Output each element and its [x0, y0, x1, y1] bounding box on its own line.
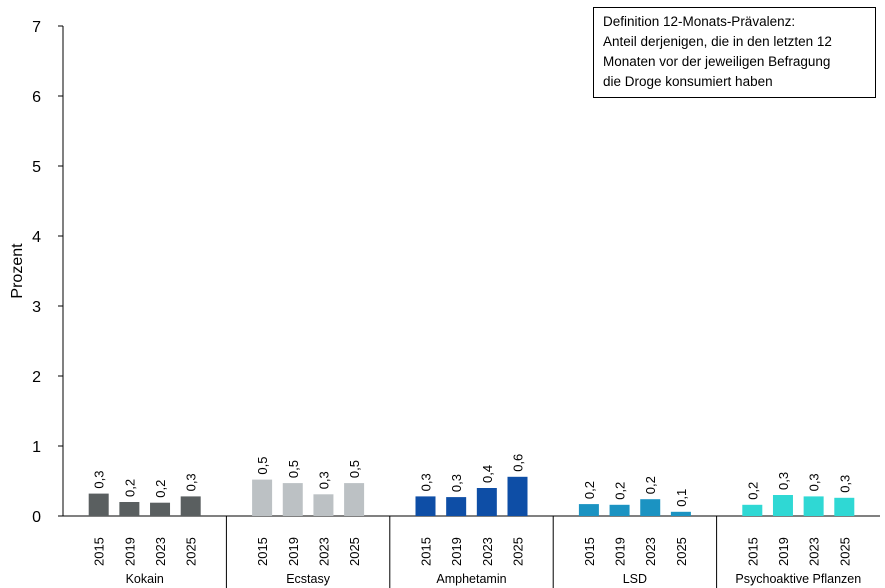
annotation-line: Definition 12-Monats-Prävalenz:	[603, 14, 796, 29]
value-label: 0,3	[449, 474, 464, 492]
value-label: 0,4	[480, 465, 495, 483]
category-label: Ecstasy	[286, 572, 331, 586]
value-label: 0,3	[92, 471, 107, 489]
y-tick-label: 3	[32, 299, 41, 316]
year-label: 2025	[184, 537, 199, 566]
bar	[803, 496, 824, 516]
value-label: 0,3	[837, 475, 852, 493]
value-label: 0,3	[776, 472, 791, 490]
bar	[507, 476, 528, 516]
y-tick-label: 5	[32, 159, 41, 176]
category-label: Psychoaktive Pflanzen	[735, 572, 861, 586]
y-axis-label: Prozent	[9, 243, 26, 299]
bar	[344, 483, 365, 516]
value-label: 0,3	[419, 473, 434, 491]
value-label: 0,2	[153, 480, 168, 498]
value-label: 0,1	[674, 489, 689, 507]
year-label: 2015	[92, 537, 107, 566]
year-label: 2019	[776, 537, 791, 566]
category-label: LSD	[623, 572, 647, 586]
year-label: 2025	[347, 537, 362, 566]
y-tick-label: 0	[32, 509, 41, 526]
value-label: 0,5	[286, 460, 301, 478]
bar	[772, 495, 793, 516]
value-label: 0,2	[122, 479, 137, 497]
value-label: 0,2	[643, 476, 658, 494]
year-label: 2019	[286, 537, 301, 566]
value-label: 0,2	[745, 482, 760, 500]
value-label: 0,3	[316, 471, 331, 489]
year-label: 2015	[255, 537, 270, 566]
bar	[88, 493, 109, 516]
year-label: 2023	[807, 537, 822, 566]
bar	[446, 497, 467, 516]
bar	[578, 504, 599, 516]
y-tick-label: 7	[32, 19, 41, 36]
bar	[609, 504, 630, 516]
bar	[742, 504, 763, 516]
bar	[313, 494, 334, 516]
y-tick-label: 1	[32, 439, 41, 456]
bar	[415, 496, 436, 516]
annotation-line: Monaten vor der jeweiligen Befragung	[603, 54, 831, 69]
category-label: Kokain	[126, 572, 164, 586]
category-label: Amphetamin	[436, 572, 506, 586]
bar	[282, 483, 303, 516]
year-label: 2025	[511, 537, 526, 566]
bar	[119, 502, 140, 516]
y-tick-label: 2	[32, 369, 41, 386]
bar	[670, 511, 691, 516]
value-label: 0,5	[347, 460, 362, 478]
value-label: 0,6	[511, 454, 526, 472]
bar	[180, 496, 201, 516]
year-label: 2023	[480, 537, 495, 566]
annotation-line: Anteil derjenigen, die in den letzten 12	[603, 34, 832, 49]
y-tick-label: 6	[32, 89, 41, 106]
definition-annotation: Definition 12-Monats-Prävalenz: Anteil d…	[593, 7, 876, 98]
value-label: 0,2	[613, 482, 628, 500]
bar	[834, 497, 855, 516]
bar	[252, 479, 273, 516]
year-label: 2019	[122, 537, 137, 566]
value-label: 0,3	[184, 473, 199, 491]
y-tick-label: 4	[32, 229, 41, 246]
year-label: 2019	[449, 537, 464, 566]
year-label: 2025	[674, 537, 689, 566]
year-label: 2023	[316, 537, 331, 566]
year-label: 2019	[613, 537, 628, 566]
bar	[150, 502, 171, 516]
bar	[476, 488, 497, 516]
year-label: 2015	[745, 537, 760, 566]
year-label: 2025	[837, 537, 852, 566]
annotation-line: die Droge konsumiert haben	[603, 74, 773, 89]
year-label: 2015	[419, 537, 434, 566]
year-label: 2015	[582, 537, 597, 566]
bar	[640, 499, 661, 516]
value-label: 0,2	[582, 481, 597, 499]
value-label: 0,5	[255, 457, 270, 475]
year-label: 2023	[153, 537, 168, 566]
value-label: 0,3	[807, 473, 822, 491]
year-label: 2023	[643, 537, 658, 566]
